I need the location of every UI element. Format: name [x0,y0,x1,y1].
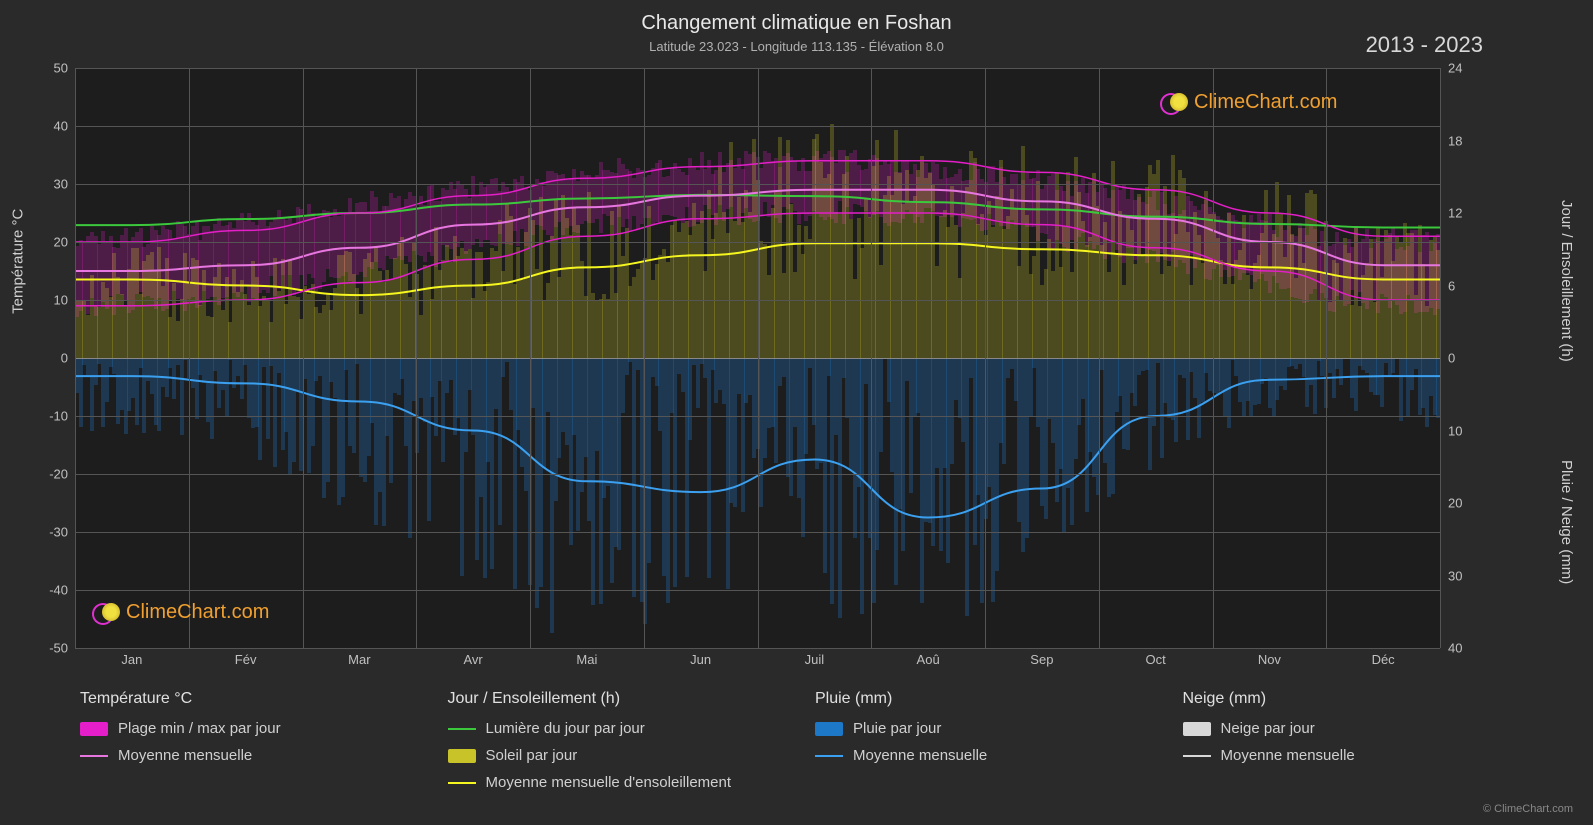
legend-swatch-icon [1183,722,1211,736]
x-tick-month: Nov [1258,652,1281,667]
y-tick-left: 30 [28,177,68,192]
climechart-logo-icon [92,600,120,624]
y-tick-right-bot: 10 [1448,423,1462,438]
y-axis-left-title: Température °C [10,209,27,314]
legend-line-icon [80,755,108,757]
gridline-vertical [416,68,417,648]
y-tick-left: 40 [28,119,68,134]
x-tick-month: Mai [576,652,597,667]
y-tick-right-top: 0 [1448,351,1455,366]
y-tick-left: 10 [28,293,68,308]
legend-line-icon [448,728,476,730]
legend-heading: Pluie (mm) [815,690,1143,708]
climechart-logo-icon [1160,90,1188,114]
legend-item: Soleil par jour [448,747,776,764]
gridline-vertical [871,68,872,648]
x-tick-month: Mar [348,652,370,667]
year-range: 2013 - 2023 [1366,32,1483,58]
gridline-vertical [1440,68,1441,648]
y-tick-right-top: 12 [1448,206,1462,221]
legend-item: Lumière du jour par jour [448,720,776,737]
x-tick-month: Jun [690,652,711,667]
legend-heading: Neige (mm) [1183,690,1511,708]
y-tick-left: 50 [28,61,68,76]
y-tick-right-bot: 30 [1448,568,1462,583]
legend-item: Neige par jour [1183,720,1511,737]
x-tick-month: Sep [1030,652,1053,667]
watermark-text: ClimeChart.com [126,601,269,624]
x-tick-month: Jan [121,652,142,667]
legend-label: Plage min / max par jour [118,720,281,737]
y-tick-left: 0 [28,351,68,366]
legend-item: Pluie par jour [815,720,1143,737]
x-tick-month: Juil [805,652,825,667]
chart-subtitle: Latitude 23.023 - Longitude 113.135 - Él… [0,39,1593,54]
gridline-vertical [758,68,759,648]
x-tick-month: Déc [1372,652,1395,667]
legend-label: Pluie par jour [853,720,941,737]
watermark-text: ClimeChart.com [1194,91,1337,114]
y-tick-left: 20 [28,235,68,250]
plot-area [75,68,1440,648]
legend-column: Pluie (mm) Pluie par jour Moyenne mensuell… [815,690,1143,801]
gridline-vertical [530,68,531,648]
legend-item: Moyenne mensuelle [1183,747,1511,764]
gridline-vertical [985,68,986,648]
watermark: ClimeChart.com [1160,90,1337,114]
legend-item: Moyenne mensuelle d'ensoleillement [448,774,776,791]
y-axis-right-top-title: Jour / Ensoleillement (h) [1558,200,1575,362]
legend-label: Soleil par jour [486,747,578,764]
legend-heading: Jour / Ensoleillement (h) [448,690,776,708]
x-tick-month: Avr [463,652,482,667]
legend-line-icon [815,755,843,757]
gridline-vertical [303,68,304,648]
y-tick-left: -10 [28,409,68,424]
legend-item: Plage min / max par jour [80,720,408,737]
legend-label: Moyenne mensuelle [853,747,987,764]
legend-line-icon [448,782,476,784]
legend-item: Moyenne mensuelle [80,747,408,764]
x-tick-month: Oct [1146,652,1166,667]
y-tick-left: -30 [28,525,68,540]
legend-line-icon [1183,755,1211,757]
legend-heading: Température °C [80,690,408,708]
legend-label: Lumière du jour par jour [486,720,645,737]
y-tick-left: -40 [28,583,68,598]
legend-swatch-icon [80,722,108,736]
legend-label: Moyenne mensuelle [118,747,252,764]
y-tick-left: -50 [28,641,68,656]
legend-column: Neige (mm) Neige par jour Moyenne mensuell… [1183,690,1511,801]
legend-label: Moyenne mensuelle d'ensoleillement [486,774,732,791]
gridline-vertical [1213,68,1214,648]
y-tick-left: -20 [28,467,68,482]
legend-label: Neige par jour [1221,720,1315,737]
watermark: ClimeChart.com [92,600,269,624]
gridline-vertical [1326,68,1327,648]
legend-column: Jour / Ensoleillement (h) Lumière du jour… [448,690,776,801]
x-tick-month: Fév [235,652,257,667]
legend: Température °C Plage min / max par jour Mo… [80,690,1510,801]
copyright: © ClimeChart.com [1483,803,1573,815]
legend-label: Moyenne mensuelle [1221,747,1355,764]
gridline-horizontal [75,648,1440,649]
legend-item: Moyenne mensuelle [815,747,1143,764]
x-tick-month: Aoû [917,652,940,667]
legend-column: Température °C Plage min / max par jour Mo… [80,690,408,801]
legend-swatch-icon [815,722,843,736]
y-tick-right-bot: 40 [1448,641,1462,656]
gridline-vertical [1099,68,1100,648]
gridline-vertical [189,68,190,648]
y-tick-right-top: 6 [1448,278,1455,293]
y-tick-right-bot: 20 [1448,496,1462,511]
y-axis-right-bot-title: Pluie / Neige (mm) [1558,460,1575,584]
gridline-vertical [644,68,645,648]
legend-swatch-icon [448,749,476,763]
y-tick-right-top: 24 [1448,61,1462,76]
gridline-vertical [75,68,76,648]
chart-title: Changement climatique en Foshan [0,12,1593,35]
y-tick-right-top: 18 [1448,133,1462,148]
